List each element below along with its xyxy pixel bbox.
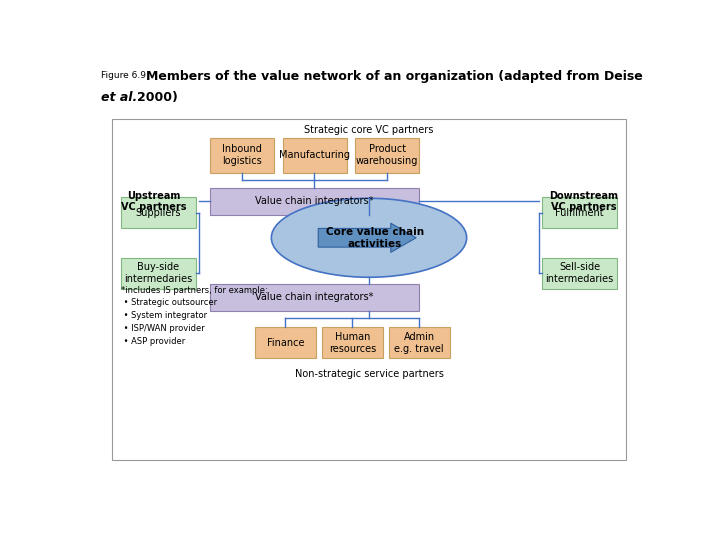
Text: *includes IS partners, for example:
 • Strategic outsourcer
 • System integrator: *includes IS partners, for example: • St… [121,286,267,346]
Bar [121,258,196,289]
Text: Manufacturing: Manufacturing [279,150,350,160]
Text: et al.: et al. [101,91,138,104]
Text: Figure 6.9: Figure 6.9 [101,71,146,80]
Text: Buy-side
intermedaries: Buy-side intermedaries [125,262,192,285]
Text: Inbound
logistics: Inbound logistics [222,144,262,166]
Bar [112,119,626,460]
Text: Downstream
VC partners: Downstream VC partners [549,191,618,212]
Bar [210,138,274,173]
Bar [210,188,419,215]
Text: Fulfilment: Fulfilment [555,208,604,218]
Polygon shape [318,223,416,252]
Bar [121,197,196,228]
Bar [542,197,617,228]
Bar [210,284,419,310]
Text: Sell-side
intermedaries: Sell-side intermedaries [546,262,613,285]
Bar [322,327,383,359]
Text: Finance: Finance [266,338,304,348]
Text: Strategic core VC partners: Strategic core VC partners [305,125,433,135]
Text: Non-strategic service partners: Non-strategic service partners [294,369,444,379]
Ellipse shape [271,198,467,277]
Text: Members of the value network of an organization (adapted from Deise: Members of the value network of an organ… [145,70,642,83]
Text: Value chain integrators*: Value chain integrators* [256,197,374,206]
Text: Core value chain
activities: Core value chain activities [325,227,423,248]
Bar [542,258,617,289]
Text: Value chain integrators*: Value chain integrators* [256,292,374,302]
Text: Product
warehousing: Product warehousing [356,144,418,166]
Text: Upstream
VC partners: Upstream VC partners [122,191,187,212]
Text: 2000): 2000) [138,91,179,104]
Bar [389,327,450,359]
Bar [282,138,347,173]
Text: Human
resources: Human resources [328,332,376,354]
Bar [255,327,316,359]
Bar [355,138,419,173]
Text: Suppliers: Suppliers [135,208,181,218]
Text: Admin
e.g. travel: Admin e.g. travel [395,332,444,354]
